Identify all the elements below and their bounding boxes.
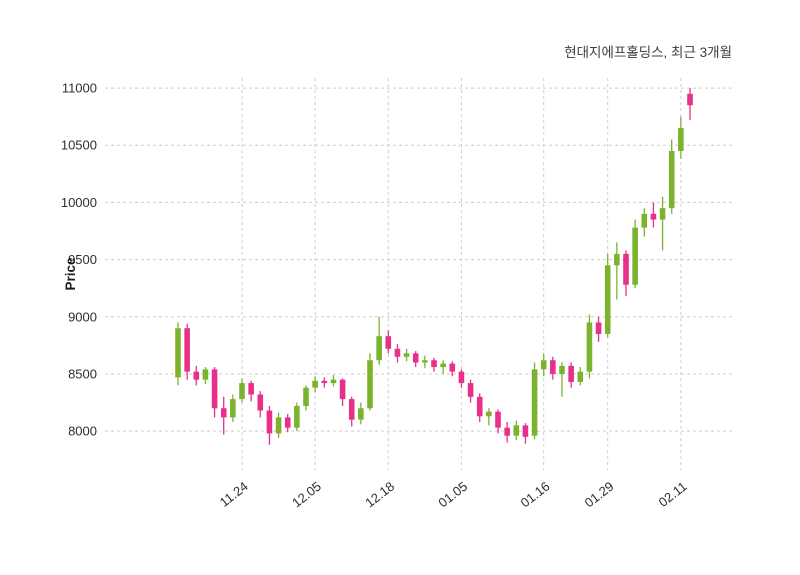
x-tick-label: 11.24 [217, 479, 251, 510]
candle-body [385, 336, 392, 349]
candle-body [202, 369, 209, 380]
candle-body [650, 213, 657, 220]
candle-body [330, 379, 337, 384]
y-tick-label: 10000 [61, 195, 97, 210]
candle-body [284, 417, 291, 428]
candle-body [449, 363, 456, 372]
candle-body [659, 208, 666, 220]
candle-body [266, 410, 273, 434]
candle-body [531, 369, 538, 436]
candle-body [495, 411, 501, 428]
candle-body [559, 365, 565, 374]
candle-body [550, 360, 556, 374]
candle-body [248, 383, 254, 395]
candle-body [504, 427, 510, 436]
candle-body [678, 128, 684, 151]
candle-body [403, 353, 410, 357]
candle-body [239, 383, 245, 400]
candle-body [540, 360, 547, 370]
candle-body [604, 265, 611, 334]
candle-body [577, 371, 584, 382]
candle-body [175, 328, 181, 378]
candle-body [623, 253, 629, 285]
candle-body [275, 417, 282, 434]
candle-body [312, 380, 318, 388]
candle-body [614, 253, 620, 266]
y-tick-label: 8500 [68, 366, 97, 381]
y-tick-label: 8000 [68, 424, 97, 439]
candle-body [294, 405, 300, 428]
y-axis-label: Price [63, 257, 78, 291]
candle-body [522, 425, 529, 437]
candle-body [440, 363, 446, 368]
candle-body [458, 371, 465, 384]
x-tick-label: 01.05 [435, 479, 470, 511]
candle-body [431, 360, 437, 368]
y-tick-label: 9000 [68, 309, 97, 324]
candle-body [257, 394, 264, 411]
y-tick-label: 10500 [61, 138, 97, 153]
candle-body [467, 383, 474, 397]
x-tick-label: 12.18 [362, 479, 397, 511]
y-tick-label: 9500 [68, 252, 97, 267]
candle-body [376, 336, 382, 361]
x-tick-label: 01.16 [518, 479, 553, 511]
candle-body [184, 328, 190, 372]
candle-body [303, 387, 309, 406]
candle-body [348, 399, 355, 420]
candle-body [220, 408, 227, 418]
y-tick-label: 11000 [62, 81, 97, 96]
candle-body [339, 379, 346, 400]
candle-body [367, 360, 373, 409]
candle-body [211, 369, 218, 409]
candle-body [568, 365, 574, 382]
candle-body [422, 360, 428, 363]
candle-body [230, 399, 236, 418]
candle-body [641, 213, 648, 228]
x-tick-label: 01.29 [582, 479, 617, 511]
x-tick-label: 02.11 [656, 479, 690, 510]
candle-body [394, 348, 401, 357]
plot-area: 8000 8500 9000 9500 10000 10500 11000 11.24 12.0… [61, 78, 732, 510]
candle-body [486, 411, 492, 417]
x-tick-label: 12.05 [289, 479, 324, 511]
candle-body [476, 396, 483, 417]
candle-body [668, 150, 675, 209]
candle-body [358, 408, 364, 420]
candle-body [586, 322, 593, 372]
candle-body [687, 93, 693, 106]
candle-body [412, 353, 419, 363]
chart-title: 현대지에프홀딩스, 최근 3개월 [564, 45, 732, 60]
candle-body [321, 380, 328, 384]
candle-body [632, 227, 638, 285]
candle-body [595, 322, 602, 334]
candle-body [513, 425, 520, 436]
candle-body [193, 371, 200, 380]
